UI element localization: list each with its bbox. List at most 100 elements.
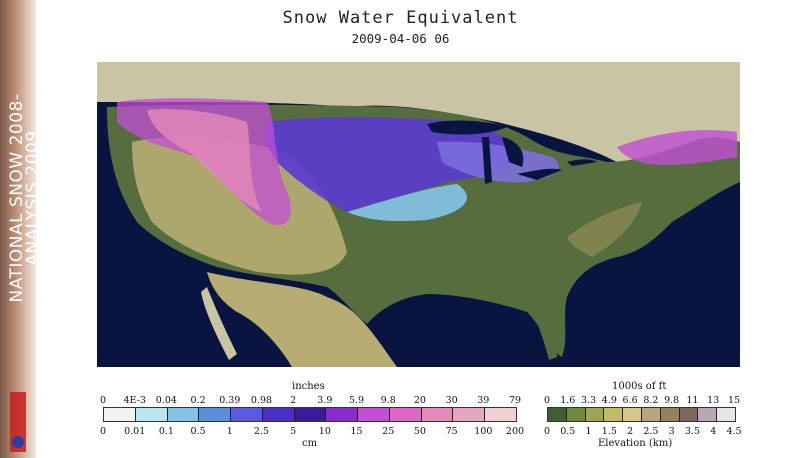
lake-michigan [482, 137, 492, 184]
elev-ft-tick-label: 11 [686, 395, 699, 406]
swe-swatch [231, 408, 263, 421]
swe-inch-tick-label: 5.9 [348, 395, 365, 406]
map-timestamp: 2009-04-06 06 [351, 31, 450, 46]
elev-swatch [566, 408, 586, 421]
swe-top-unit: inches [292, 381, 325, 392]
elev-km-tick-label: 0.5 [560, 426, 576, 437]
elev-km-tick-label: 0 [543, 426, 551, 437]
swe-inch-ticks: 0 4E-3 0.04 0.2 0.39 0.98 2 3.9 5.9 9.8 20 30 39 79 [99, 395, 521, 407]
swe-swatch [167, 408, 200, 421]
appalachians [567, 202, 642, 257]
swe-cm-tick-label: 0.01 [124, 426, 146, 437]
elev-swatch [604, 408, 624, 421]
swe-cm-tick-label: 50 [413, 426, 426, 437]
swe-swatch [358, 408, 390, 421]
swe-cm-tick-label: 1 [226, 426, 233, 437]
snow-northern-plains [265, 117, 527, 212]
swe-swatch [104, 408, 136, 421]
swe-cm-tick-label: 2.5 [253, 426, 270, 437]
map-title: Snow Water Equivalent [282, 8, 519, 28]
elev-swatch [717, 408, 735, 421]
elev-km-tick-label: 2.5 [643, 426, 659, 437]
swe-inch-tick-label: 0.39 [219, 395, 241, 406]
elev-swatch [698, 408, 718, 421]
elev-top-unit: 1000s of ft [612, 381, 667, 392]
swe-color-bar [103, 407, 517, 422]
swe-inch-tick-label: 2 [290, 395, 297, 406]
elev-color-bar [547, 407, 736, 422]
swe-cm-tick-label: 75 [445, 426, 458, 437]
elev-ft-tick-label: 13 [707, 395, 720, 406]
snow-northeast [617, 130, 737, 165]
swe-cm-tick-label: 5 [290, 426, 297, 437]
swe-inch-tick-label: 0.2 [190, 395, 206, 406]
swe-swatch [326, 408, 359, 421]
banner-line-2: ANALYSIS 2009 [23, 130, 43, 266]
banner-text: NATIONAL SNOW 2008- ANALYSIS 2009 [7, 3, 45, 393]
swe-cm-tick-label: 200 [505, 426, 525, 437]
swe-inch-tick-label: 20 [413, 395, 426, 406]
elev-ft-tick-label: 3.3 [580, 395, 597, 406]
elev-ft-tick-label: 6.6 [622, 395, 638, 406]
swe-inch-tick-label: 0.04 [155, 395, 177, 406]
snow-plains-light [347, 184, 467, 222]
snow-rockies-pink [147, 109, 262, 212]
swe-inch-tick-label: 9.8 [380, 395, 396, 406]
baja-land [201, 287, 237, 360]
side-banner: NATIONAL SNOW 2008- ANALYSIS 2009 [0, 0, 43, 458]
swe-swatch [199, 408, 232, 421]
elev-swatch [548, 408, 567, 421]
elev-ft-tick-label: 0 [543, 395, 551, 406]
swe-cm-tick-label: 0.1 [158, 426, 174, 437]
elev-swatch [623, 408, 642, 421]
elev-km-tick-label: 1.5 [601, 426, 617, 437]
elev-ft-tick-label: 1.6 [560, 395, 576, 406]
swe-cm-tick-label: 0.5 [190, 426, 206, 437]
mexico-land [207, 272, 397, 367]
swe-swatch [453, 408, 486, 421]
elev-swatch [585, 408, 605, 421]
elev-km-tick-label: 3.5 [684, 426, 700, 437]
swe-cm-tick-label: 25 [382, 426, 395, 437]
swe-swatch [262, 408, 295, 421]
swe-inch-tick-label: 39 [477, 395, 490, 406]
elev-ft-ticks: 0 1.6 3.3 4.9 6.6 8.2 9.8 11 13 15 [543, 395, 740, 407]
swe-cm-tick-label: 10 [318, 426, 331, 437]
swe-swatch [389, 408, 422, 421]
swe-inch-tick-label: 4E-3 [123, 395, 146, 406]
elev-swatch [679, 408, 699, 421]
swe-inch-tick-label: 3.9 [317, 395, 333, 406]
swe-bottom-unit: cm [302, 438, 318, 449]
elev-ft-tick-label: 8.2 [643, 395, 659, 406]
lake-erie [517, 168, 562, 180]
lake-huron [502, 137, 524, 167]
elev-km-tick-label: 1 [585, 426, 592, 437]
elev-ft-tick-label: 15 [727, 395, 741, 406]
canada-land [97, 62, 740, 166]
swe-inch-tick-label: 79 [508, 395, 522, 406]
swe-cm-ticks: 0 0.01 0.1 0.5 1 2.5 5 10 15 25 50 75 100 200 [99, 426, 524, 438]
lake-superior [427, 120, 507, 135]
swe-swatch [421, 408, 454, 421]
swe-inch-tick-label: 30 [445, 395, 458, 406]
swe-cm-tick-label: 0 [99, 426, 107, 437]
elev-ft-tick-label: 4.9 [601, 395, 617, 406]
swe-swatch [485, 408, 516, 421]
elev-km-ticks: 0 0.5 1 1.5 2 2.5 3 3.5 4 4.5 [543, 426, 742, 438]
nohrsc-logo [10, 392, 26, 452]
elev-swatch [660, 408, 680, 421]
elev-ft-tick-label: 9.8 [664, 395, 680, 406]
elev-bottom-label: Elevation (km) [598, 438, 673, 449]
elev-swatch [641, 408, 661, 421]
swe-cm-tick-label: 100 [474, 426, 493, 437]
snow-map [97, 62, 740, 367]
elev-km-tick-label: 4.5 [726, 426, 742, 437]
swe-swatch [135, 408, 168, 421]
elev-km-tick-label: 4 [710, 426, 717, 437]
swe-cm-tick-label: 15 [350, 426, 363, 437]
lake-ontario [567, 159, 597, 166]
swe-inch-tick-label: 0.98 [250, 395, 273, 406]
elev-km-tick-label: 3 [668, 426, 675, 437]
swe-swatch [294, 408, 327, 421]
swe-inch-tick-label: 0 [99, 395, 107, 406]
